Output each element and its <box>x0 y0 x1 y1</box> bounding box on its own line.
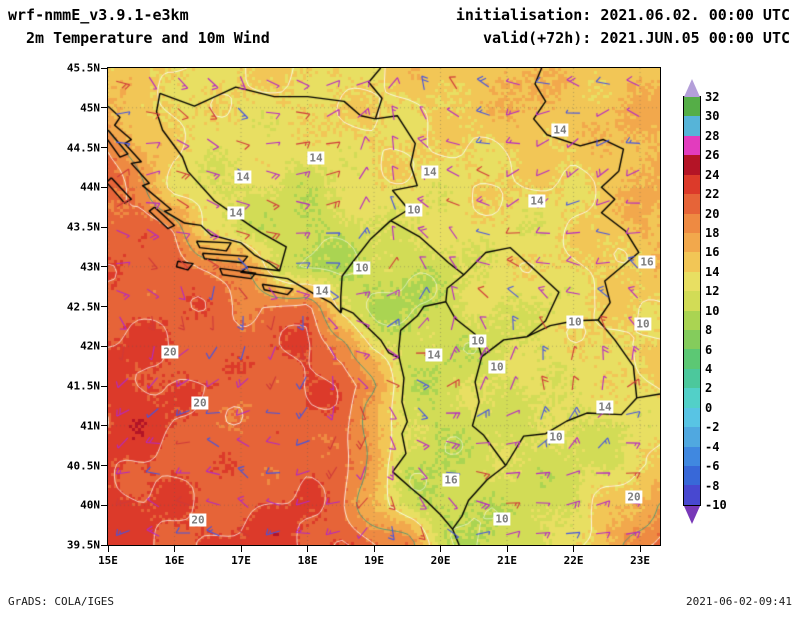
colorbar-segment <box>684 485 700 505</box>
colorbar-cap-top <box>684 79 700 97</box>
colorbar-tick-label: 8 <box>705 323 713 338</box>
lon-tick <box>440 546 442 552</box>
colorbar-tick-label: 30 <box>705 109 720 124</box>
product-title: 2m Temperature and 10m Wind <box>26 29 270 47</box>
lat-tick-label: 40.5N <box>66 459 100 472</box>
colorbar-tick-label: 28 <box>705 128 720 143</box>
lat-tick-label: 41.5N <box>66 379 100 393</box>
colorbar-tick-label: -8 <box>705 478 720 493</box>
creation-timestamp: 2021-06-02-09:41 <box>686 595 792 608</box>
colorbar-tick-label: 18 <box>705 226 720 240</box>
lon-tick-label: 18E <box>297 554 318 567</box>
colorbar-tick-label: -6 <box>705 459 720 474</box>
lat-tick-label: 43N <box>80 260 100 274</box>
lat-tick-label: 42.5N <box>66 300 100 313</box>
colorbar-segment <box>684 446 700 467</box>
colorbar-tick-label: 32 <box>705 90 720 104</box>
colorbar-segment <box>684 135 700 156</box>
colorbar-segment <box>684 407 700 428</box>
colorbar-segment <box>684 291 700 311</box>
colorbar-tick-label: 4 <box>705 362 713 376</box>
colorbar-segment <box>684 368 700 389</box>
colorbar-segment <box>684 330 700 350</box>
colorbar-segment <box>684 155 700 175</box>
valid-time-label: valid(+72h): 2021.JUN.05 00:00 UTC <box>482 29 790 47</box>
colorbar-segment <box>684 252 700 272</box>
colorbar-segment <box>684 174 700 195</box>
lon-tick <box>506 546 508 552</box>
colorbar-segment <box>684 427 700 447</box>
colorbar-tick-label: 6 <box>705 342 713 357</box>
colorbar-cap-bottom <box>684 506 700 524</box>
colorbar-tick-label: -10 <box>705 498 727 512</box>
colorbar-segment <box>684 213 700 233</box>
colorbar-tick-label: 0 <box>705 400 713 415</box>
model-title: wrf-nmmE_v3.9.1-e3km <box>8 6 189 24</box>
colorbar-tick-label: 12 <box>705 284 720 299</box>
colorbar-tick-label: 26 <box>705 148 720 163</box>
lat-tick-label: 40N <box>80 498 100 512</box>
colorbar-tick-label: 24 <box>705 167 720 182</box>
colorbar-segment <box>684 232 700 253</box>
colorbar-segment <box>684 194 700 214</box>
lon-tick-label: 15E <box>98 554 118 567</box>
init-time-label: initialisation: 2021.06.02. 00:00 UTC <box>455 6 790 24</box>
lon-tick-label: 22E <box>563 554 584 567</box>
colorbar-segment <box>684 466 700 486</box>
lat-tick-label: 43.5N <box>66 220 100 234</box>
lon-tick <box>639 546 641 552</box>
colorbar-tick-label: 20 <box>705 206 720 221</box>
colorbar-tick-label: 14 <box>705 264 720 279</box>
lat-tick-label: 45N <box>80 101 100 115</box>
colorbar-tick-label: -2 <box>705 420 720 435</box>
colorbar-tick-label: 16 <box>705 245 720 260</box>
lon-tick-label: 20E <box>430 554 451 567</box>
grads-credit: GrADS: COLA/IGES <box>8 595 114 608</box>
lat-tick-label: 39.5N <box>66 538 100 552</box>
lon-tick-label: 16E <box>164 554 185 567</box>
colorbar-body <box>683 96 701 506</box>
colorbar-segment <box>684 97 700 117</box>
colorbar-tick-label: 10 <box>705 303 720 318</box>
colorbar-segment <box>684 271 700 292</box>
lat-tick-label: 41N <box>80 419 100 433</box>
colorbar-tick-label: 22 <box>705 187 720 202</box>
lon-tick <box>107 546 109 552</box>
lat-tick-label: 44.5N <box>66 141 100 154</box>
lon-tick-label: 23E <box>630 554 650 567</box>
colorbar-segment <box>684 388 700 408</box>
lon-tick-label: 19E <box>364 554 384 567</box>
lon-tick-label: 21E <box>497 554 517 567</box>
lon-tick-label: 17E <box>231 554 251 567</box>
map-frame <box>107 67 661 546</box>
colorbar-tick-label: -4 <box>705 439 720 454</box>
lon-tick <box>307 546 309 552</box>
lon-tick <box>373 546 375 552</box>
lat-tick-label: 44N <box>80 180 100 194</box>
lon-tick <box>573 546 575 552</box>
colorbar-segment <box>684 116 700 136</box>
colorbar-segment <box>684 349 700 369</box>
map-canvas <box>108 68 660 545</box>
lat-tick-label: 42N <box>80 339 100 353</box>
lat-tick-label: 45.5N <box>66 61 100 75</box>
colorbar-segment <box>684 310 700 331</box>
lon-tick <box>174 546 175 552</box>
lon-tick <box>240 546 242 552</box>
colorbar-tick-label: 2 <box>705 381 713 396</box>
